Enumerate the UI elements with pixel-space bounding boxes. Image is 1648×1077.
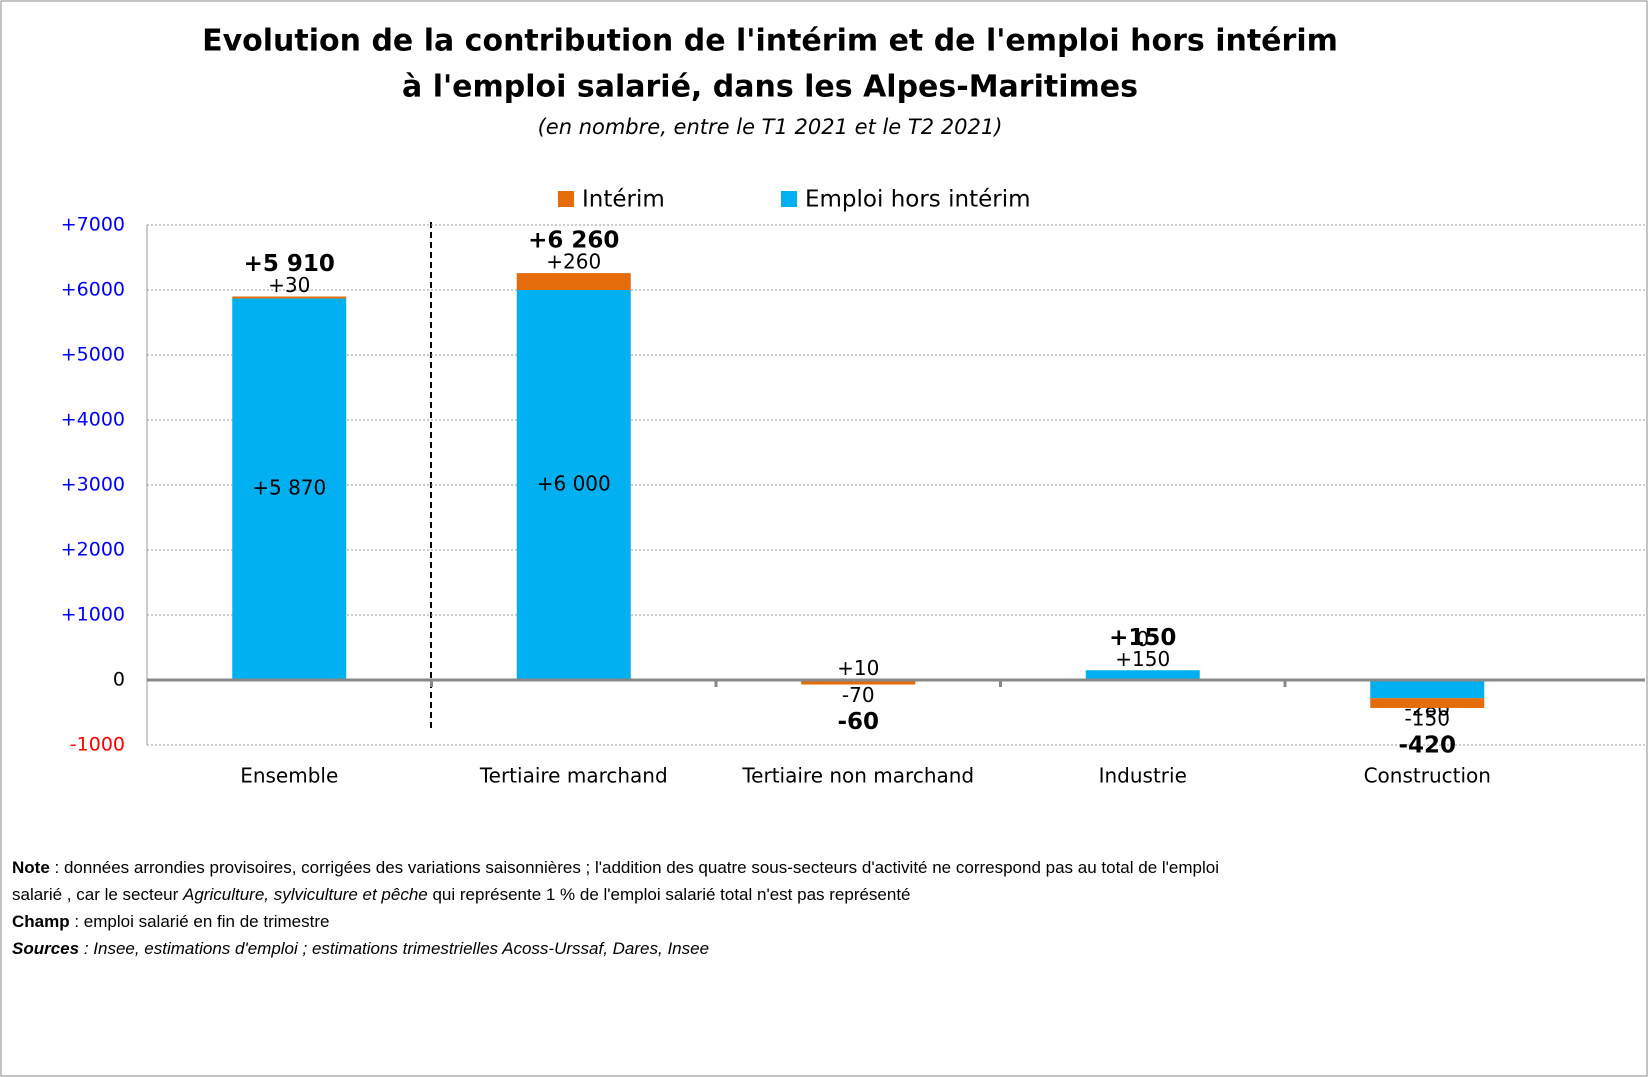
legend-swatch xyxy=(558,191,574,207)
value-label: -70 xyxy=(842,683,875,707)
y-tick-label: +6000 xyxy=(61,279,125,301)
value-label: +10 xyxy=(837,656,879,680)
bar xyxy=(1370,680,1485,699)
note-run: Note xyxy=(12,858,50,877)
y-tick-label: +3000 xyxy=(61,474,125,496)
bar xyxy=(232,296,347,299)
legend-label: Emploi hors intérim xyxy=(805,187,1031,213)
y-tick-label: +5000 xyxy=(61,344,125,366)
y-tick-label: 0 xyxy=(113,669,125,691)
y-tick-label: +4000 xyxy=(61,409,125,431)
note-run: : emploi salarié en fin de trimestre xyxy=(70,912,330,931)
x-tick-label: Construction xyxy=(1364,764,1491,788)
total-label: +5 910 xyxy=(244,251,335,277)
y-tick-label: +7000 xyxy=(61,214,125,236)
note-run: Sources xyxy=(12,939,79,958)
value-label: +30 xyxy=(268,273,310,297)
value-label: -150 xyxy=(1405,706,1450,730)
note-run: : données arrondies provisoires, corrigé… xyxy=(50,858,1219,877)
value-label: +260 xyxy=(546,250,601,274)
x-tick-label: Industrie xyxy=(1099,764,1187,788)
x-tick-label: Tertiaire non marchand xyxy=(741,764,974,788)
chart-subtitle: (en nombre, entre le T1 2021 et le T2 20… xyxy=(538,115,1003,139)
x-tick-label: Tertiaire marchand xyxy=(479,764,668,788)
note-run: Champ xyxy=(12,912,70,931)
value-label: +5 870 xyxy=(252,476,326,500)
y-tick-label: -1000 xyxy=(70,734,125,756)
total-label: +150 xyxy=(1109,625,1176,651)
total-label: -420 xyxy=(1398,732,1456,758)
note-run: qui représente 1 % de l'emploi salarié t… xyxy=(428,885,911,904)
note: Champ : emploi salarié en fin de trimest… xyxy=(12,912,329,931)
bar xyxy=(516,290,631,680)
y-tick-label: +1000 xyxy=(61,604,125,626)
bar xyxy=(801,680,916,685)
total-label: -60 xyxy=(837,709,879,735)
note: Sources : Insee, estimations d'emploi ; … xyxy=(12,939,709,958)
legend-swatch xyxy=(781,191,797,207)
bar xyxy=(516,273,631,290)
bar xyxy=(1370,698,1485,708)
note-run: Agriculture, sylviculture et pêche xyxy=(182,885,428,904)
value-label: +150 xyxy=(1115,647,1170,671)
bar xyxy=(232,298,347,680)
legend-label: Intérim xyxy=(582,187,665,213)
note-run: : Insee, estimations d'emploi ; estimati… xyxy=(79,939,709,958)
chart-title: à l'emploi salarié, dans les Alpes-Marit… xyxy=(402,70,1138,105)
note-run: salarié , car le secteur xyxy=(12,885,183,904)
total-label: +6 260 xyxy=(528,228,619,254)
chart-title: Evolution de la contribution de l'intéri… xyxy=(202,24,1338,59)
note: Note : données arrondies provisoires, co… xyxy=(12,858,1219,877)
value-label: 0 xyxy=(1136,627,1149,651)
y-tick-label: +2000 xyxy=(61,539,125,561)
bar xyxy=(1085,670,1200,680)
note: salarié , car le secteur Agriculture, sy… xyxy=(12,885,911,904)
value-label: +6 000 xyxy=(537,472,611,496)
x-tick-label: Ensemble xyxy=(240,764,338,788)
